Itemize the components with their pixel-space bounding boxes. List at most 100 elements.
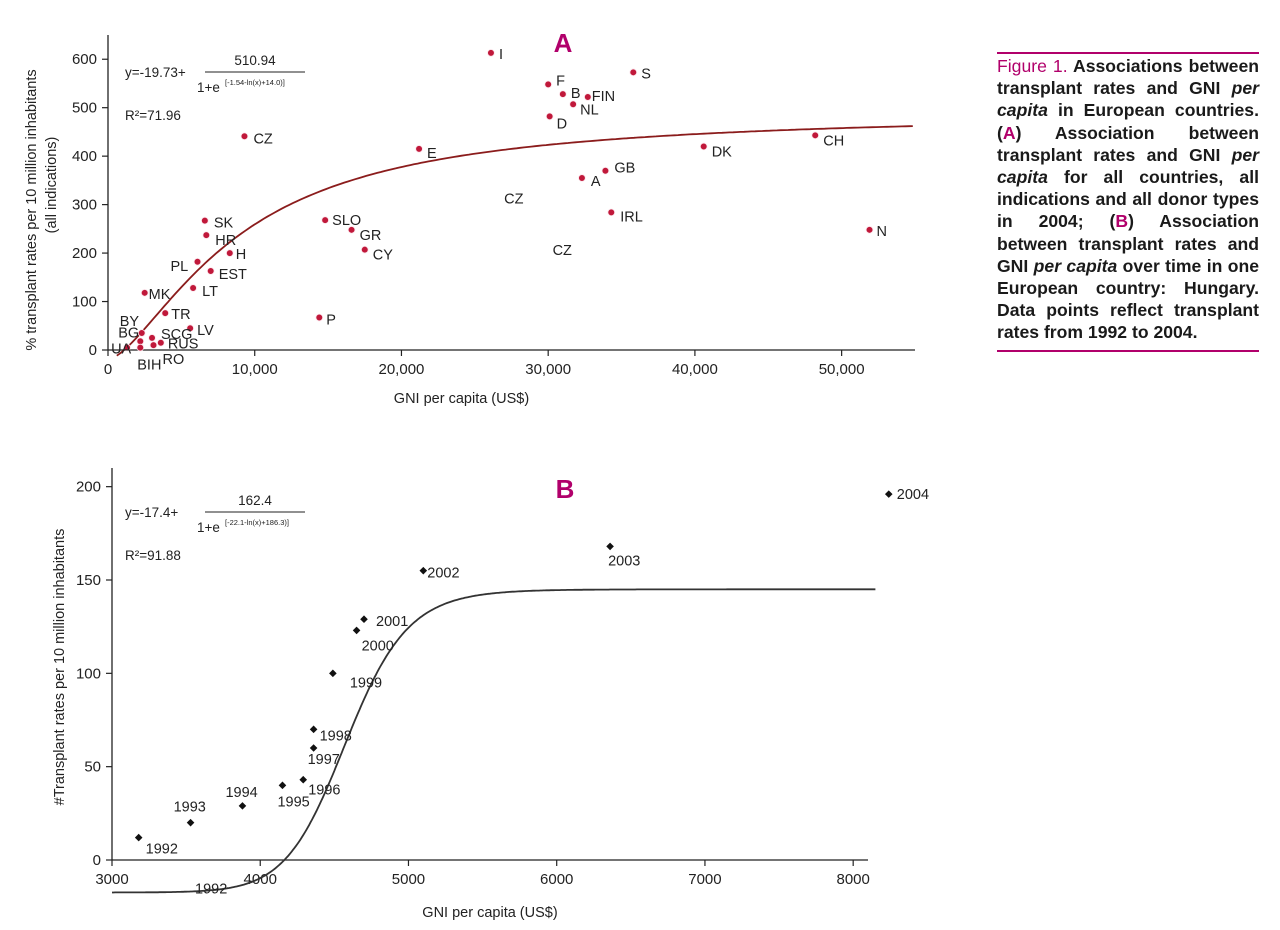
data-point [278, 781, 287, 790]
formula-numerator: 510.94 [234, 53, 276, 68]
panel-letter: A [554, 28, 573, 58]
point-label: BG [118, 325, 139, 341]
data-point [559, 90, 567, 98]
y-tick-label: 200 [72, 245, 97, 262]
point-label: SCG [161, 327, 192, 343]
y-tick-label: 0 [93, 852, 101, 869]
y-tick-label: 200 [76, 479, 101, 496]
caption-part-5: ) Association between transplant rates a… [997, 211, 1259, 276]
point-label: S [641, 66, 651, 82]
x-tick-label: 7000 [688, 871, 721, 888]
point-label: LT [202, 284, 218, 300]
data-point [811, 131, 820, 140]
caption-top-rule [997, 52, 1259, 54]
point-label: 1994 [225, 785, 257, 801]
point-label: 2003 [608, 553, 640, 569]
caption-letter-a: A [1002, 122, 1016, 143]
point-label: TR [171, 307, 190, 323]
figure-caption: Figure 1. Associations between transplan… [997, 52, 1259, 352]
point-label: 1997 [308, 752, 340, 768]
r-squared: R²=91.88 [125, 548, 181, 563]
point-label: 2001 [376, 614, 408, 630]
data-point [202, 231, 211, 239]
formula-numerator: 162.4 [238, 493, 272, 508]
fit-formula: y=-19.73+ 510.94 1+e [-1.54-ln(x)+14.0)] [125, 53, 305, 95]
chart-panel-b: 3000 4000 5000 6000 7000 8000 0 50 100 150 200 GNI … [52, 468, 929, 921]
point-label: SK [214, 216, 234, 232]
chart-annotation: 1992 [195, 882, 227, 898]
formula-exponent: [-1.54-ln(x)+14.0)] [225, 78, 285, 87]
caption-part-2: in European countries. ( [997, 100, 1259, 143]
data-point [149, 341, 158, 349]
y-axis-title: #Transplant rates per 10 million inhabit… [52, 529, 68, 806]
x-tick-label: 20,000 [379, 361, 425, 378]
data-point [360, 615, 368, 623]
panel-letter: B [556, 474, 575, 504]
point-label: FIN [592, 89, 615, 105]
chart-panel-a: 0 10,000 20,000 30,000 40,000 50,000 0 100 200 30… [24, 28, 915, 407]
chart-annotation: CZ [553, 243, 572, 259]
data-point [606, 542, 614, 551]
point-label: B [571, 86, 581, 102]
data-point [238, 802, 247, 810]
data-point [629, 68, 638, 77]
data-point [865, 226, 874, 234]
point-label: CY [373, 248, 393, 264]
y-tick-label: 300 [72, 197, 97, 214]
point-label: H [236, 247, 246, 263]
point-label: EST [219, 267, 247, 283]
y-tick-label: 400 [72, 148, 97, 165]
data-point [206, 267, 215, 275]
data-point [148, 334, 156, 342]
data-point [329, 669, 337, 678]
point-label: 1998 [320, 728, 352, 744]
caption-part-6: over time in one European country: Hunga… [997, 255, 1259, 343]
x-tick-label: 8000 [836, 871, 869, 888]
data-point [136, 343, 145, 352]
caption-em-2: per capita [997, 144, 1259, 188]
point-label: LV [197, 323, 214, 339]
x-tick-label: 50,000 [819, 361, 865, 378]
data-point [360, 245, 369, 254]
data-point [299, 775, 308, 784]
data-point [201, 216, 209, 225]
point-label: E [427, 146, 437, 162]
caption-em-1: per capita [997, 78, 1259, 121]
data-point [569, 100, 577, 109]
x-tick-label: 6000 [540, 871, 573, 888]
caption-part-3: ) Association between transplant rates a… [997, 122, 1259, 165]
data-point [352, 626, 361, 635]
caption-bottom-rule [997, 349, 1259, 352]
point-label: RO [162, 352, 184, 368]
point-label: PL [171, 259, 189, 275]
fit-curve [112, 588, 876, 894]
point-label: A [591, 174, 601, 190]
formula-prefix: y=-19.73+ [125, 65, 186, 80]
data-point [415, 145, 423, 153]
point-label: NL [580, 102, 599, 118]
point-label: DK [712, 144, 732, 160]
data-point [123, 343, 131, 352]
data-point [699, 142, 708, 151]
data-point [309, 744, 318, 752]
point-label: BY [120, 314, 140, 330]
caption-part-1: Associations between transplant rates an… [997, 56, 1259, 99]
point-label: P [326, 313, 336, 329]
x-tick-label: 30,000 [525, 361, 571, 378]
point-label: GR [360, 228, 382, 244]
x-tick-label: 5000 [392, 871, 425, 888]
data-point [583, 93, 592, 101]
point-label: CH [823, 133, 844, 149]
data-point [225, 249, 234, 257]
data-point [347, 226, 356, 234]
point-label: CZ [253, 131, 272, 147]
y-tick-label: 100 [72, 294, 97, 311]
data-point [578, 174, 586, 182]
data-point [140, 289, 149, 297]
data-point [157, 338, 165, 347]
point-label: SLO [332, 213, 361, 229]
fit-curve [116, 125, 913, 357]
data-point [193, 257, 202, 266]
y-tick-label: 150 [76, 572, 101, 589]
y-tick-label: 0 [89, 342, 97, 359]
